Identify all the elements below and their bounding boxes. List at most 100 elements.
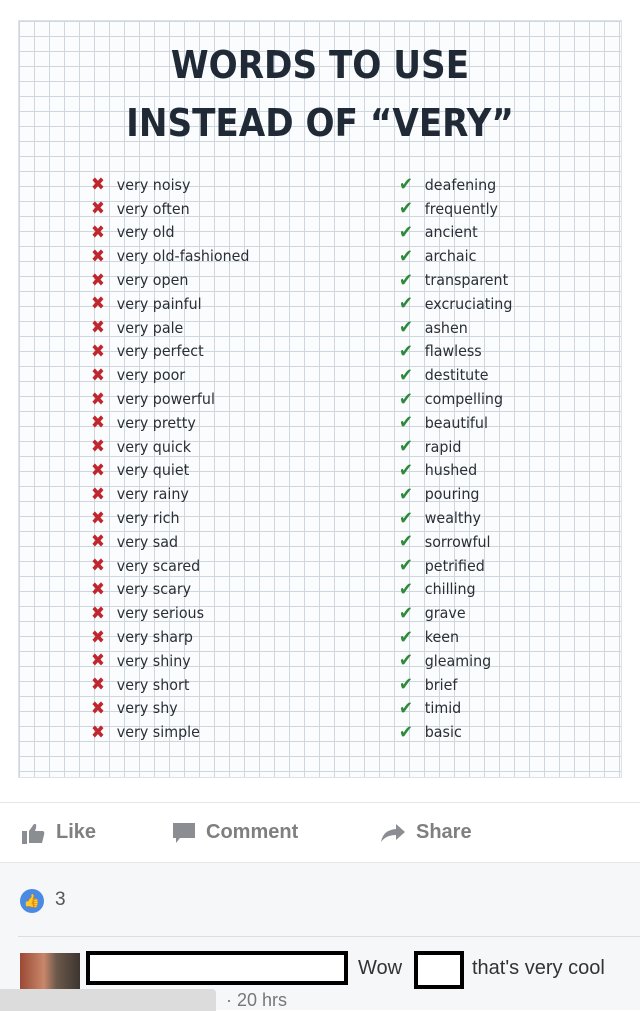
strong-words-list: ✔ deafening ✔ frequently ✔ ancient ✔ archaic ✔ tr… [399,173,522,744]
check-icon: ✔ [399,626,413,648]
cross-icon: ✖ [91,555,105,577]
cross-icon: ✖ [91,626,105,648]
cross-icon: ✖ [91,721,105,743]
cross-icon: ✖ [91,483,105,505]
strong-word: basic [424,723,462,742]
check-icon: ✔ [399,317,413,339]
comments-section: 👍 3 Wow that's very cool · 20 hrs [0,862,640,1011]
weak-word-row: ✖ very often [91,197,249,221]
strong-word-row: ✔ keen [399,625,512,649]
cross-icon: ✖ [91,459,105,481]
cross-icon: ✖ [91,340,105,362]
weak-word-row: ✖ very simple [91,720,249,744]
comment-text-start: Wow [358,957,403,979]
cross-icon: ✖ [91,245,105,267]
check-icon: ✔ [399,507,413,529]
strong-word-row: ✔ transparent [399,268,512,292]
strong-word-row: ✔ grave [399,601,512,625]
check-icon: ✔ [399,245,413,267]
check-icon: ✔ [399,531,413,553]
share-button[interactable]: Share [380,821,472,844]
weak-word: very sharp [116,628,193,647]
commenter-avatar[interactable] [20,953,80,993]
weak-word: very quick [116,437,191,456]
comment-timestamp[interactable]: · 20 hrs [226,990,288,1010]
thumbs-up-icon [22,823,45,844]
strong-word: transparent [424,271,509,290]
cross-icon: ✖ [91,174,105,196]
cross-icon: ✖ [91,221,105,243]
cross-icon: ✖ [91,507,105,529]
check-icon: ✔ [399,578,413,600]
strong-word: frequently [424,199,499,218]
check-icon: ✔ [399,340,413,362]
weak-word: very poor [116,366,186,385]
strong-word: excruciating [424,294,513,313]
weak-word: very pale [116,318,184,337]
strong-word-row: ✔ timid [399,697,512,721]
strong-word-row: ✔ beautiful [399,411,512,435]
strong-word: compelling [424,390,504,409]
weak-word-row: ✖ very sharp [91,625,249,649]
weak-word-row: ✖ very old [91,221,249,245]
words-poster-image: WORDS TO USE INSTEAD OF “VERY” ✖ very noi… [18,20,622,778]
strong-word-row: ✔ rapid [399,435,512,459]
weak-word-row: ✖ very old-fashioned [91,244,249,268]
cross-icon: ✖ [91,674,105,696]
strong-word: wealthy [424,509,481,528]
cross-icon: ✖ [91,388,105,410]
strong-word-row: ✔ petrified [399,554,512,578]
divider [18,936,640,937]
strong-word-row: ✔ deafening [399,173,512,197]
weak-word-row: ✖ very pale [91,316,249,340]
check-icon: ✔ [399,293,413,315]
weak-word: very perfect [116,342,204,361]
like-button[interactable]: Like [22,821,96,844]
check-icon: ✔ [399,221,413,243]
weak-word: very old [116,223,175,242]
strong-word: deafening [424,175,497,194]
weak-word-row: ✖ very rainy [91,482,249,506]
check-icon: ✔ [399,555,413,577]
weak-word: very rainy [116,485,189,504]
cross-icon: ✖ [91,602,105,624]
weak-word: very pretty [116,413,196,432]
check-icon: ✔ [399,269,413,291]
strong-word: hushed [424,461,478,480]
strong-word-row: ✔ pouring [399,482,512,506]
strong-word-row: ✔ excruciating [399,292,512,316]
strong-word: flawless [424,342,482,361]
redacted-name [86,951,348,985]
comment-button[interactable]: Comment [172,821,298,844]
weak-word-row: ✖ very short [91,673,249,697]
strong-word: keen [424,628,460,647]
weak-word: very simple [116,723,200,742]
check-icon: ✔ [399,198,413,220]
comment-label: Comment [206,821,299,843]
comment-text-end: that's very cool [472,957,605,979]
strong-word: beautiful [424,413,488,432]
weak-word-row: ✖ very scared [91,554,249,578]
weak-word-row: ✖ very shiny [91,649,249,673]
weak-word: very painful [116,294,202,313]
weak-word-row: ✖ very quick [91,435,249,459]
cross-icon: ✖ [91,293,105,315]
strong-word: ashen [424,318,468,337]
strong-word-row: ✔ archaic [399,244,512,268]
cross-icon: ✖ [91,317,105,339]
check-icon: ✔ [399,174,413,196]
check-icon: ✔ [399,697,413,719]
strong-word-row: ✔ ancient [399,221,512,245]
check-icon: ✔ [399,388,413,410]
strong-word-row: ✔ gleaming [399,649,512,673]
strong-word: gleaming [424,651,492,670]
strong-word-row: ✔ wealthy [399,506,512,530]
strong-word-row: ✔ compelling [399,387,512,411]
check-icon: ✔ [399,412,413,434]
strong-word-row: ✔ chilling [399,578,512,602]
reaction-count[interactable]: 3 [55,889,66,910]
like-reaction-icon[interactable]: 👍 [20,889,44,913]
strong-word: destitute [424,366,489,385]
weak-word: very shiny [116,651,191,670]
strong-word: petrified [424,556,485,575]
